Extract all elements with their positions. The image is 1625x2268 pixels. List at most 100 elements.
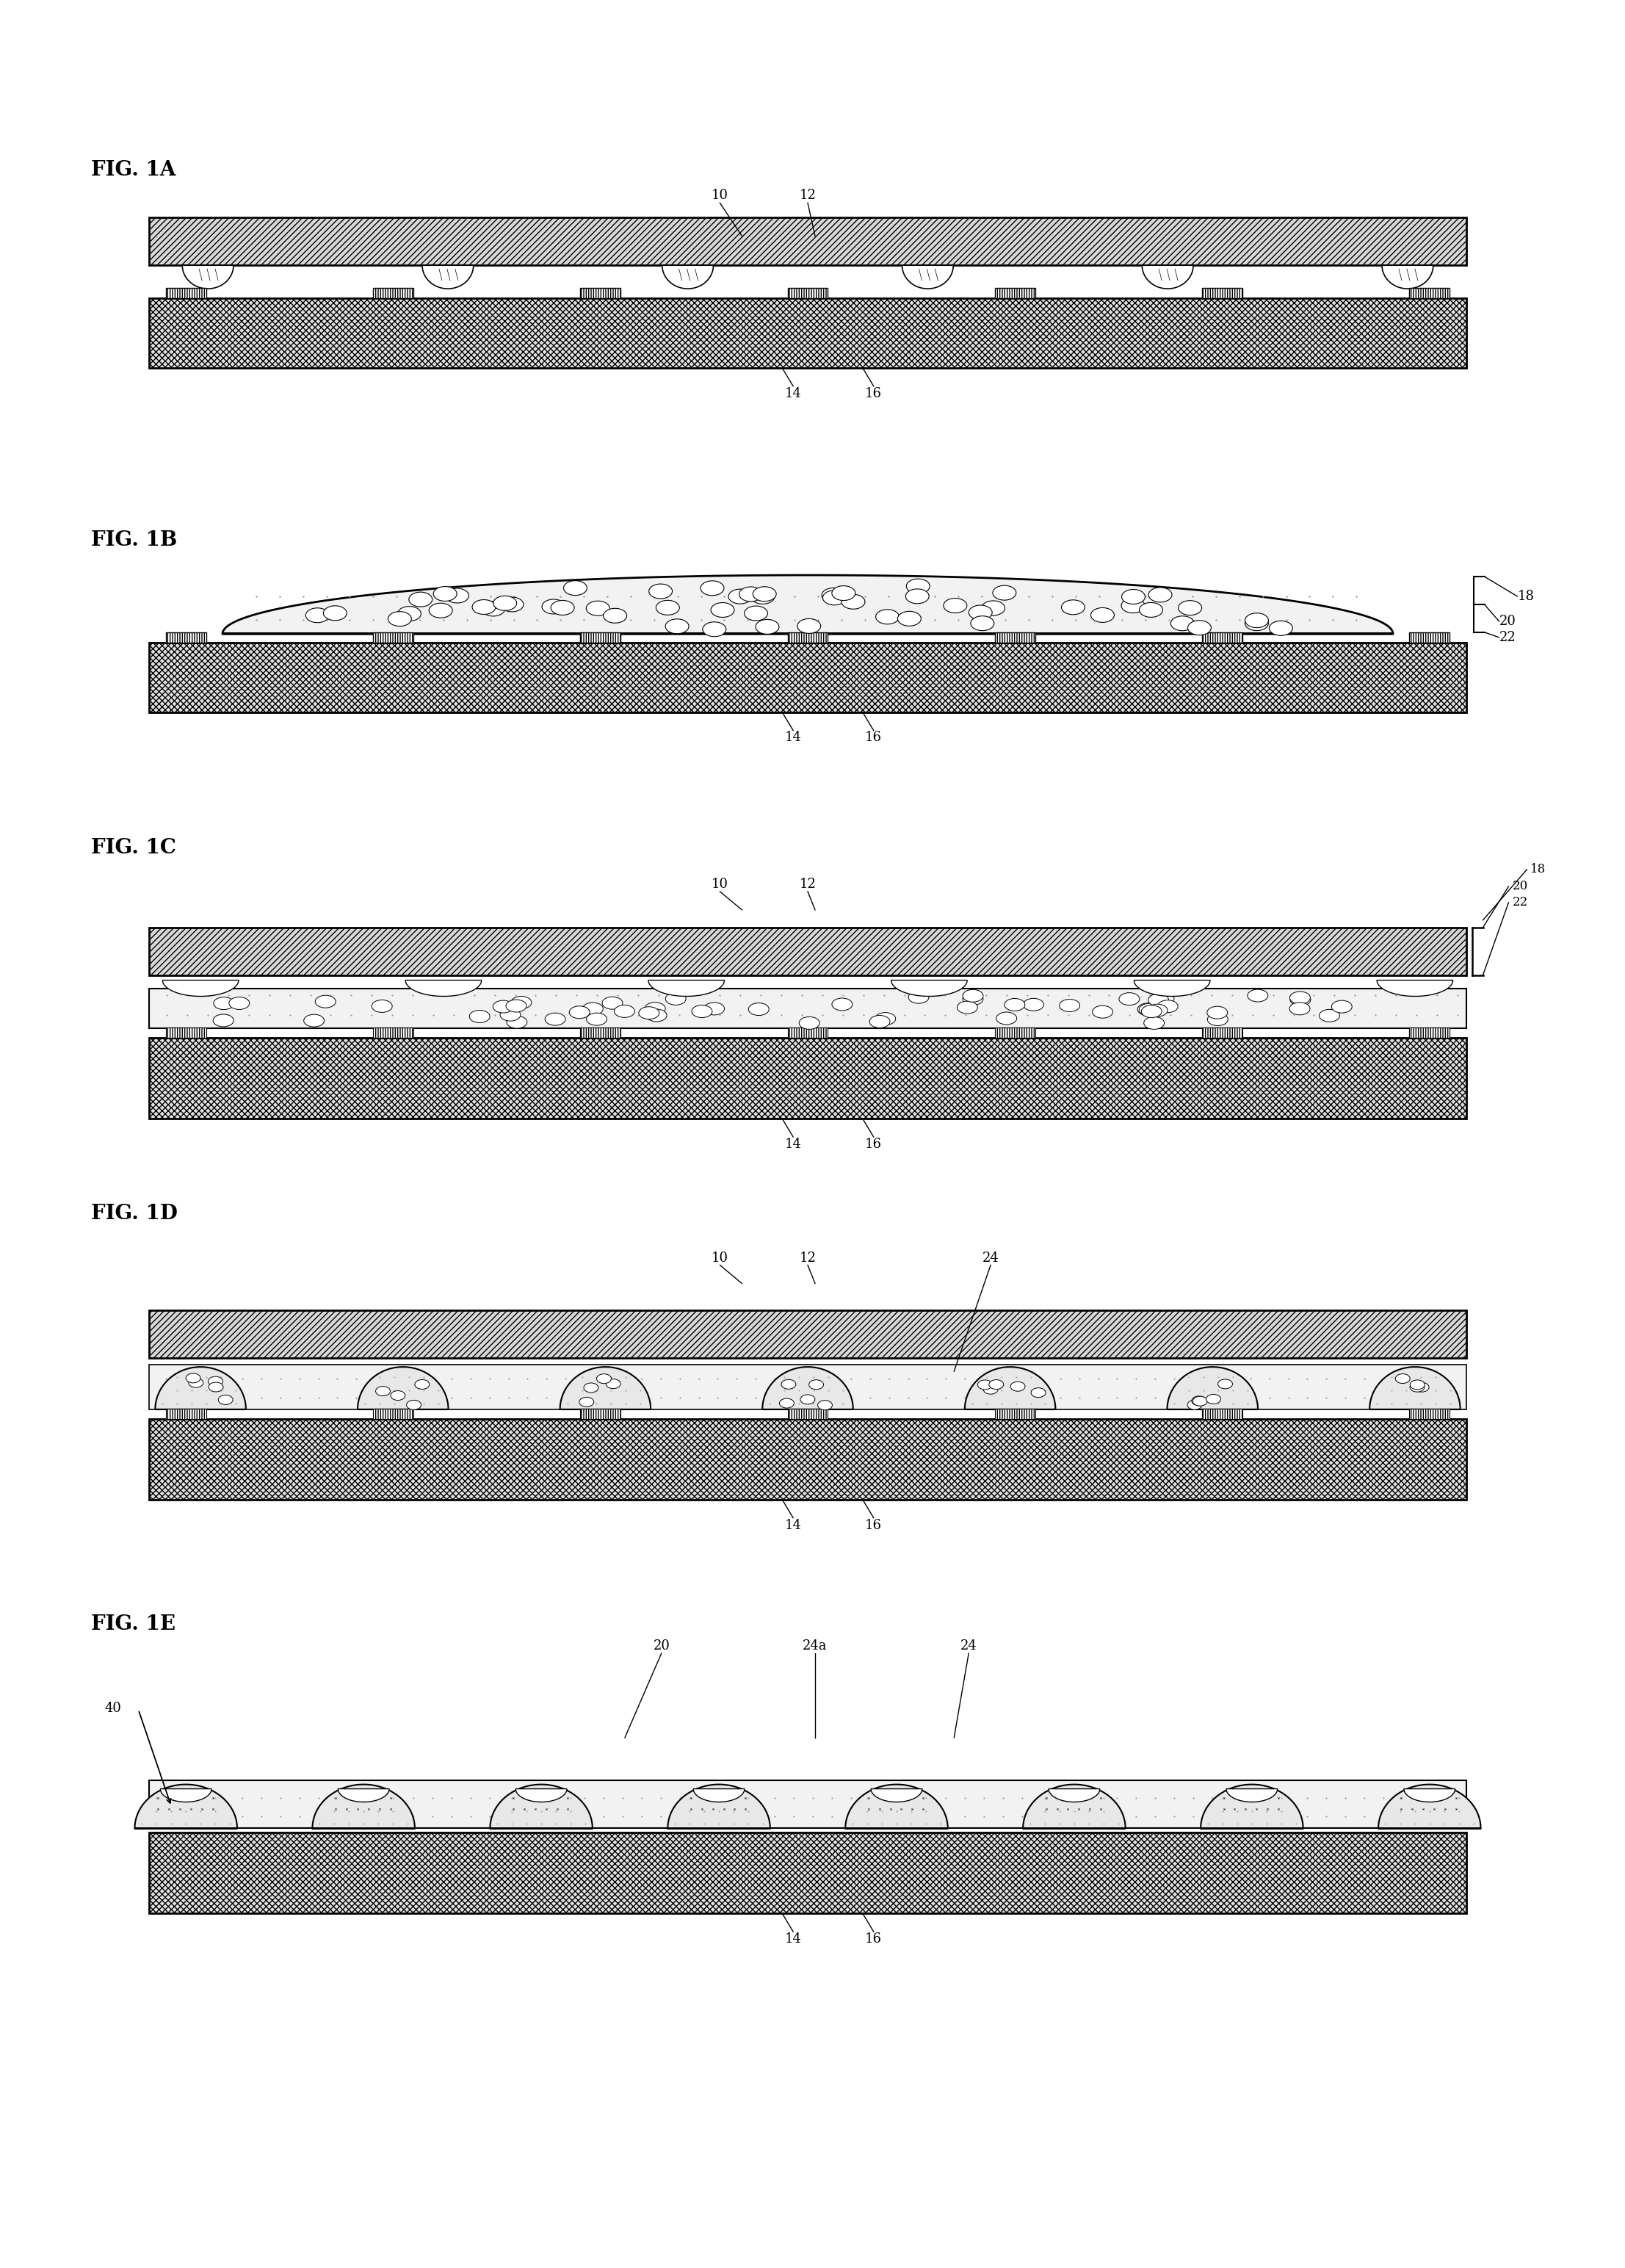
Bar xyxy=(788,288,827,299)
Ellipse shape xyxy=(728,590,752,603)
Ellipse shape xyxy=(1396,1374,1410,1383)
Ellipse shape xyxy=(1207,1014,1228,1025)
Polygon shape xyxy=(1024,1785,1126,1828)
Polygon shape xyxy=(845,1785,947,1828)
Ellipse shape xyxy=(551,601,574,615)
Bar xyxy=(166,1408,206,1420)
Text: 22: 22 xyxy=(1498,631,1516,644)
Bar xyxy=(994,288,1035,299)
Ellipse shape xyxy=(957,1000,978,1014)
Bar xyxy=(994,1408,1035,1420)
Bar xyxy=(150,1311,1466,1359)
Bar xyxy=(1409,1408,1450,1420)
Text: 20: 20 xyxy=(1498,615,1516,628)
Text: 14: 14 xyxy=(785,1932,801,1946)
Ellipse shape xyxy=(1060,1000,1081,1012)
Bar xyxy=(580,288,621,299)
Ellipse shape xyxy=(218,1395,232,1404)
Ellipse shape xyxy=(749,1002,769,1016)
Ellipse shape xyxy=(665,619,689,633)
Bar xyxy=(150,928,1466,975)
Ellipse shape xyxy=(1410,1383,1425,1393)
Text: 20: 20 xyxy=(653,1640,670,1653)
Ellipse shape xyxy=(876,610,899,624)
Ellipse shape xyxy=(639,1007,660,1018)
Text: 10: 10 xyxy=(712,1252,728,1263)
Bar xyxy=(374,1027,413,1039)
Ellipse shape xyxy=(1188,621,1211,635)
Ellipse shape xyxy=(780,1399,795,1408)
Ellipse shape xyxy=(596,1374,611,1383)
Ellipse shape xyxy=(1030,1388,1045,1397)
Polygon shape xyxy=(163,980,239,996)
Text: 24: 24 xyxy=(982,1252,999,1263)
Ellipse shape xyxy=(1178,601,1202,615)
Ellipse shape xyxy=(908,991,929,1002)
Polygon shape xyxy=(1048,1789,1100,1803)
Ellipse shape xyxy=(1139,603,1164,617)
Ellipse shape xyxy=(978,1379,993,1390)
Ellipse shape xyxy=(944,599,967,612)
Ellipse shape xyxy=(1170,617,1194,631)
Text: 14: 14 xyxy=(785,1520,801,1531)
Ellipse shape xyxy=(702,621,726,637)
Ellipse shape xyxy=(481,601,505,617)
Ellipse shape xyxy=(832,998,853,1012)
Polygon shape xyxy=(871,1789,921,1803)
Polygon shape xyxy=(1378,1785,1480,1828)
Ellipse shape xyxy=(501,1009,520,1021)
Text: 24: 24 xyxy=(960,1640,977,1653)
Polygon shape xyxy=(405,980,481,996)
Ellipse shape xyxy=(656,601,679,615)
Ellipse shape xyxy=(666,993,686,1005)
Ellipse shape xyxy=(822,587,845,603)
Text: 10: 10 xyxy=(712,188,728,202)
Ellipse shape xyxy=(993,585,1016,601)
Ellipse shape xyxy=(648,583,673,599)
Ellipse shape xyxy=(398,606,421,621)
Ellipse shape xyxy=(710,603,735,617)
Ellipse shape xyxy=(970,617,994,631)
Ellipse shape xyxy=(445,587,468,603)
Ellipse shape xyxy=(1290,991,1310,1005)
Bar xyxy=(150,989,1466,1027)
Text: 16: 16 xyxy=(865,730,882,744)
Ellipse shape xyxy=(704,1002,725,1016)
Ellipse shape xyxy=(1141,1005,1162,1018)
Polygon shape xyxy=(422,265,473,288)
Ellipse shape xyxy=(897,612,921,626)
Ellipse shape xyxy=(1331,1000,1352,1014)
Polygon shape xyxy=(1167,1368,1258,1408)
Polygon shape xyxy=(762,1368,853,1408)
Polygon shape xyxy=(161,1789,211,1803)
Ellipse shape xyxy=(494,596,517,610)
Bar xyxy=(1409,288,1450,299)
Ellipse shape xyxy=(1410,1379,1425,1390)
Polygon shape xyxy=(694,1789,744,1803)
Polygon shape xyxy=(338,1789,390,1803)
Bar xyxy=(150,218,1466,265)
Text: 22: 22 xyxy=(1513,896,1528,909)
Ellipse shape xyxy=(1206,1395,1220,1404)
Bar xyxy=(374,288,413,299)
Ellipse shape xyxy=(832,585,855,601)
Ellipse shape xyxy=(782,1379,796,1388)
Polygon shape xyxy=(1142,265,1193,288)
Bar xyxy=(580,1027,621,1039)
Polygon shape xyxy=(358,1368,448,1408)
Bar xyxy=(150,1833,1466,1914)
Bar xyxy=(788,633,827,642)
Ellipse shape xyxy=(801,1395,816,1404)
Ellipse shape xyxy=(692,1005,712,1018)
Polygon shape xyxy=(891,980,967,996)
Ellipse shape xyxy=(1290,993,1311,1005)
Bar xyxy=(994,1027,1035,1039)
Bar xyxy=(580,1408,621,1420)
Ellipse shape xyxy=(578,1397,593,1406)
Ellipse shape xyxy=(375,1386,390,1395)
Text: FIG. 1B: FIG. 1B xyxy=(91,531,177,549)
Bar xyxy=(1202,633,1243,642)
Polygon shape xyxy=(1404,1789,1454,1803)
Polygon shape xyxy=(1370,1368,1461,1408)
Ellipse shape xyxy=(315,996,336,1007)
